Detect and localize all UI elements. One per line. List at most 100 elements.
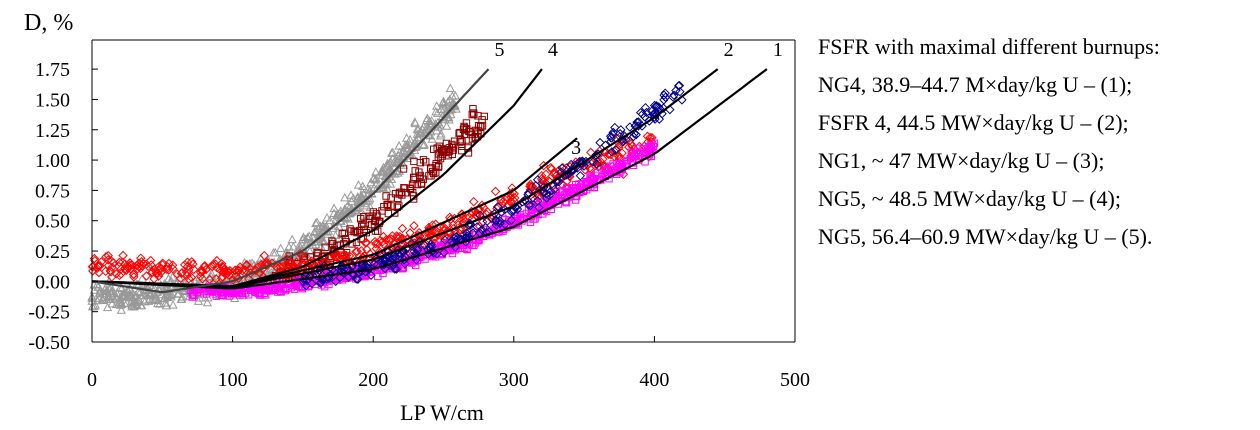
data-point [615, 160, 623, 169]
data-point [276, 243, 286, 253]
data-point [387, 194, 395, 202]
data-point [546, 162, 556, 173]
data-point [348, 193, 359, 203]
data-point [107, 298, 117, 308]
data-point [409, 246, 419, 257]
data-point [588, 157, 598, 167]
x-tick-label: 500 [780, 369, 810, 391]
data-point [108, 291, 118, 301]
data-point [466, 128, 475, 136]
data-point [531, 180, 541, 191]
data-point [645, 142, 654, 151]
data-point [411, 167, 419, 175]
data-point [445, 83, 455, 93]
y-tick-label: 0.75 [35, 180, 70, 202]
data-point [418, 140, 428, 149]
data-point [494, 215, 505, 226]
data-point [449, 101, 459, 110]
data-point [427, 134, 437, 143]
data-point [366, 270, 376, 280]
data-point [654, 114, 665, 124]
data-point [328, 237, 336, 245]
data-point [360, 238, 371, 248]
data-point [506, 215, 517, 225]
data-point [395, 190, 403, 198]
data-point [96, 257, 107, 267]
data-point [304, 231, 314, 240]
data-point [116, 305, 126, 314]
data-point [439, 103, 449, 113]
data-point [375, 235, 385, 246]
data-point [361, 237, 372, 248]
data-point [575, 171, 586, 181]
data-point [356, 245, 367, 256]
data-point [324, 253, 334, 263]
data-point [455, 225, 466, 235]
data-point [365, 215, 374, 223]
data-point [605, 131, 616, 141]
data-point [182, 257, 193, 267]
data-point [440, 235, 450, 245]
data-point [259, 250, 270, 261]
data-point [557, 163, 567, 173]
data-point [134, 295, 144, 304]
data-point [340, 192, 350, 202]
data-point [458, 244, 467, 252]
data-point [368, 174, 379, 183]
data-point [373, 238, 383, 249]
data-point [439, 247, 449, 258]
data-point [408, 180, 417, 188]
data-point [298, 232, 309, 242]
data-point [272, 262, 282, 273]
data-point [468, 228, 478, 238]
data-point [462, 126, 470, 134]
data-point [261, 291, 270, 299]
data-point [145, 287, 156, 297]
data-point [642, 131, 653, 141]
data-point [390, 252, 400, 262]
data-point [399, 165, 408, 173]
data-point [278, 261, 288, 272]
data-point [118, 250, 128, 261]
data-point [586, 172, 594, 180]
data-point [102, 302, 113, 312]
data-point [647, 141, 656, 149]
data-point [627, 148, 635, 157]
data-point [241, 289, 250, 297]
data-point [133, 287, 144, 296]
data-point [207, 261, 218, 272]
data-point [451, 232, 461, 242]
data-point [436, 154, 445, 163]
data-point [614, 153, 625, 164]
data-point [358, 181, 368, 190]
data-point [202, 297, 213, 307]
data-point [318, 224, 329, 233]
data-point [212, 255, 222, 266]
data-point [570, 160, 580, 170]
data-point [617, 134, 627, 145]
data-point [425, 231, 435, 241]
data-point [631, 152, 639, 161]
data-point [626, 139, 636, 149]
data-point [566, 188, 575, 197]
data-point [610, 145, 621, 155]
data-point [145, 290, 155, 300]
data-point [365, 212, 373, 221]
data-point [608, 127, 618, 138]
data-point [340, 218, 350, 228]
data-point [471, 126, 480, 135]
fit-curves [91, 68, 768, 294]
data-point [472, 222, 482, 232]
data-point [559, 170, 570, 181]
data-point [346, 225, 354, 233]
data-point [212, 292, 221, 300]
data-point [126, 260, 137, 270]
data-point [410, 157, 418, 166]
data-point [365, 249, 375, 259]
x-axis-label: LP W/cm [400, 400, 484, 425]
data-point [461, 228, 472, 238]
x-tick-label: 300 [499, 369, 529, 391]
data-point [197, 266, 208, 277]
x-tick-label: 0 [87, 369, 97, 391]
data-point [291, 257, 302, 267]
